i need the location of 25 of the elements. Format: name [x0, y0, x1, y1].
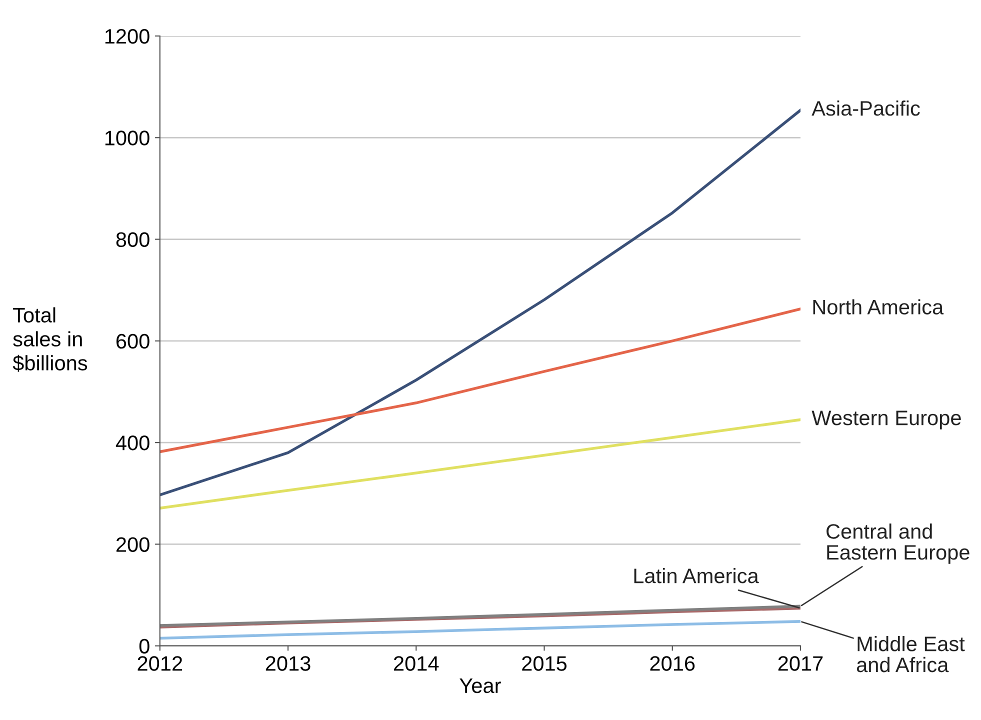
- line-series: [160, 308, 800, 454]
- series-label: Latin America: [634, 568, 759, 584]
- series-label: North America: [813, 299, 944, 314]
- x-tick-label: 2013: [266, 656, 310, 671]
- x-tick-label: 2015: [522, 656, 567, 671]
- x-tick-label: 2012: [138, 656, 182, 671]
- line-series: [160, 620, 800, 640]
- text: Central and Eastern Europe: [826, 524, 970, 564]
- x-tick-label: 2014: [394, 656, 439, 671]
- y-tick-label: 800: [116, 232, 150, 248]
- line-series: [160, 108, 800, 496]
- series-label: Asia-Pacific: [812, 100, 920, 116]
- y-tick-label: 400: [116, 436, 150, 450]
- y-tick-label: 0: [139, 638, 150, 654]
- x-tick-label: 2016: [650, 656, 695, 671]
- y-tick-label: 1000: [105, 130, 150, 146]
- x-axis-title: Year: [460, 678, 501, 694]
- y-axis-title: Total sales in $billions: [12, 307, 88, 372]
- y-tick-label: 1200: [105, 29, 150, 44]
- y-tick-label: 600: [116, 334, 150, 349]
- line-series: [160, 418, 800, 510]
- y-tick-label: 200: [116, 537, 150, 552]
- series-label: Western Europe: [812, 410, 961, 430]
- x-tick-label: 2017: [778, 656, 823, 671]
- text: Middle East and Africa: [856, 636, 965, 672]
